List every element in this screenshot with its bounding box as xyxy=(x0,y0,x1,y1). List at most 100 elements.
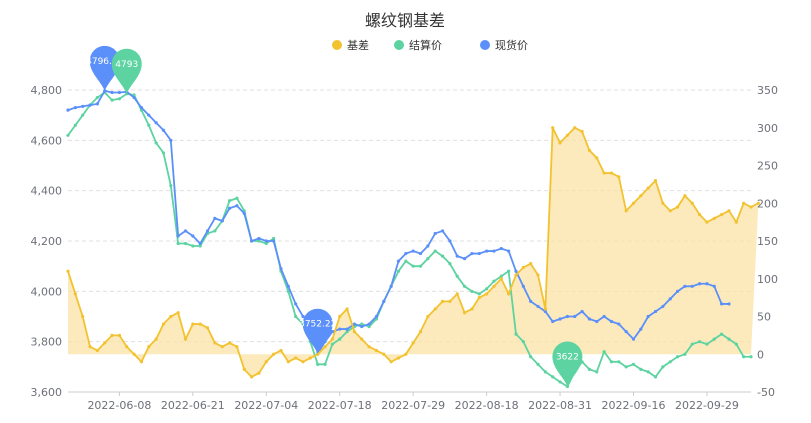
data-point xyxy=(294,356,298,360)
data-point xyxy=(477,296,481,300)
data-point xyxy=(294,314,298,319)
data-point xyxy=(301,314,305,319)
data-point xyxy=(161,151,166,155)
data-point xyxy=(543,370,547,374)
data-point xyxy=(257,236,261,241)
data-point xyxy=(198,244,202,248)
data-point xyxy=(411,264,415,268)
data-point xyxy=(668,360,672,364)
data-point xyxy=(712,284,716,288)
data-point xyxy=(132,352,136,356)
data-point xyxy=(470,251,474,256)
data-point xyxy=(183,241,188,246)
marker-label: 4796.67 xyxy=(86,57,123,67)
legend-icon xyxy=(332,40,342,50)
data-point xyxy=(653,375,658,379)
data-point xyxy=(301,360,305,364)
data-point xyxy=(235,196,239,200)
x-tick-label: 2022-09-16 xyxy=(602,399,666,412)
data-point xyxy=(507,269,511,273)
data-point xyxy=(705,220,709,224)
data-point xyxy=(426,257,430,261)
data-point xyxy=(272,352,276,356)
data-point xyxy=(551,375,555,379)
data-point xyxy=(455,254,459,258)
data-point xyxy=(418,264,423,268)
data-point xyxy=(191,234,195,238)
data-point xyxy=(213,229,217,233)
data-point xyxy=(609,360,614,364)
data-point xyxy=(139,360,144,364)
data-point xyxy=(558,141,562,145)
data-point xyxy=(257,239,261,243)
data-point xyxy=(169,138,173,142)
data-point xyxy=(595,156,599,160)
data-point xyxy=(749,205,753,209)
data-point xyxy=(264,360,268,364)
data-point xyxy=(191,322,195,326)
data-point xyxy=(338,327,342,331)
y-left-tick-label: 4,200 xyxy=(31,235,63,248)
data-point xyxy=(374,348,379,353)
data-point xyxy=(404,259,408,263)
data-point xyxy=(514,332,518,336)
data-point xyxy=(73,106,77,110)
data-point xyxy=(697,340,702,344)
data-point xyxy=(264,241,268,246)
y-right-tick-label: 50 xyxy=(757,311,771,324)
data-point xyxy=(587,367,592,371)
data-point xyxy=(595,370,599,374)
data-point xyxy=(514,273,518,277)
data-point xyxy=(235,204,239,208)
data-point xyxy=(602,171,606,175)
data-point xyxy=(448,262,452,266)
data-point xyxy=(330,330,334,334)
data-point xyxy=(242,211,246,215)
data-point xyxy=(345,327,349,331)
marker-pin-shape xyxy=(552,341,583,387)
data-point xyxy=(521,340,525,344)
data-point xyxy=(609,319,614,324)
data-point xyxy=(279,348,283,353)
data-point xyxy=(250,375,254,379)
data-point xyxy=(73,123,77,127)
data-point xyxy=(661,304,665,309)
data-point xyxy=(492,284,496,288)
data-point xyxy=(734,220,738,224)
data-point xyxy=(521,265,525,270)
data-point xyxy=(73,292,77,296)
data-point xyxy=(440,299,445,303)
legend[interactable]: 基差 结算价 现货价 xyxy=(332,38,528,52)
data-point xyxy=(66,133,70,137)
data-point xyxy=(573,314,577,319)
data-point xyxy=(205,326,210,330)
data-point xyxy=(227,206,232,210)
data-point xyxy=(360,324,364,329)
data-point xyxy=(742,355,746,359)
data-point xyxy=(536,362,540,366)
data-point xyxy=(154,337,158,341)
marker-pin-shape xyxy=(111,48,142,94)
data-point xyxy=(639,194,643,198)
data-point xyxy=(433,307,437,311)
y-left-tick-label: 4,000 xyxy=(31,285,63,298)
data-point xyxy=(440,229,445,233)
data-point xyxy=(169,314,173,319)
data-point xyxy=(529,355,533,359)
data-point xyxy=(551,126,555,130)
data-point xyxy=(448,299,452,303)
legend-icon xyxy=(394,40,404,50)
data-point xyxy=(95,348,99,353)
data-point xyxy=(117,333,122,337)
data-point xyxy=(492,249,496,253)
data-point xyxy=(705,342,709,346)
y-left-tick-label: 4,800 xyxy=(31,84,63,97)
y-right-tick-label: 250 xyxy=(757,160,778,173)
data-point xyxy=(507,249,511,253)
data-point xyxy=(580,129,584,134)
data-point xyxy=(323,345,327,349)
data-point xyxy=(536,273,540,277)
data-point xyxy=(727,209,731,213)
